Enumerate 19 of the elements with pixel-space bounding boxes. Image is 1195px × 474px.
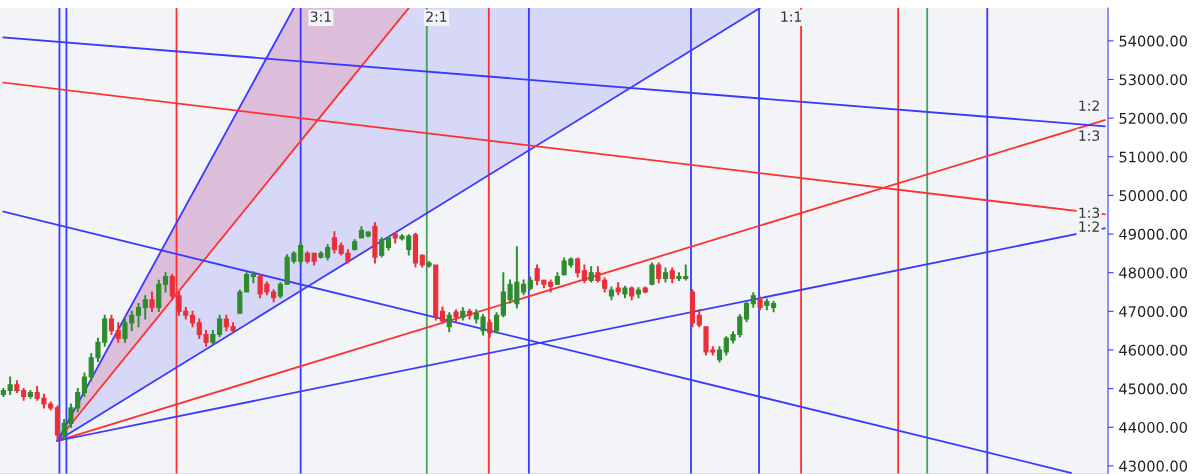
y-tick-label: 51000.00 — [1119, 151, 1188, 163]
y-tick-label: 45000.00 — [1119, 383, 1188, 395]
y-tick-label: 54000.00 — [1119, 35, 1188, 47]
y-tick-label: 50000.00 — [1119, 190, 1188, 202]
y-tick-label: 43000.00 — [1119, 460, 1188, 472]
annotation: 1:2 — [1079, 100, 1099, 111]
y-tick-label: 46000.00 — [1119, 344, 1188, 356]
annotation: 1:1 — [781, 11, 802, 22]
y-tick-label: 44000.00 — [1119, 421, 1188, 433]
y-tick-label: 52000.00 — [1119, 112, 1188, 124]
y-tick-label: 49000.00 — [1119, 228, 1188, 240]
y-tick-label: 47000.00 — [1119, 306, 1188, 318]
annotation: 3:1 — [310, 11, 331, 22]
annotation: 1:2 — [1079, 221, 1099, 232]
y-tick-label: 53000.00 — [1119, 74, 1188, 86]
annotation: 2:1 — [426, 11, 447, 22]
y-tick-label: 48000.00 — [1119, 267, 1188, 279]
annotation: 1:3 — [1079, 130, 1100, 141]
annotation: 1:3 — [1079, 207, 1100, 218]
